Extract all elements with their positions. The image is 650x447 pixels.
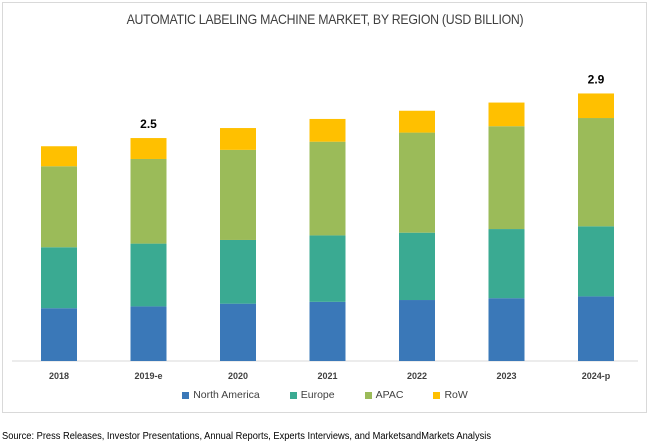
bar-segment-north-america-2022 xyxy=(399,300,435,361)
x-tick-label: 2020 xyxy=(228,371,248,381)
legend-label: Europe xyxy=(300,389,335,401)
bar-segment-north-america-2018 xyxy=(41,308,77,361)
bar-segment-apac-2018 xyxy=(41,166,77,248)
legend-swatch-north-america xyxy=(182,391,190,399)
bar-segment-row-2020 xyxy=(220,128,256,150)
x-tick-label: 2018 xyxy=(49,371,69,381)
bar-segment-north-america-2020 xyxy=(220,303,256,361)
data-label-total: 2.9 xyxy=(588,72,605,86)
bar-segment-europe-2019-e xyxy=(130,243,167,307)
bar-segment-apac-2021 xyxy=(309,141,346,236)
bar-segment-row-2021 xyxy=(309,118,346,142)
x-tick-label: 2021 xyxy=(317,371,337,381)
bar-segment-europe-2023 xyxy=(488,229,525,299)
bar-segment-north-america-2019-e xyxy=(130,306,167,361)
bar-segment-apac-2022 xyxy=(399,132,435,233)
bar-segment-row-2024-p xyxy=(578,93,614,119)
bar-segment-row-2018 xyxy=(41,146,77,167)
bar-segment-apac-2024-p xyxy=(578,118,614,227)
bar-segment-north-america-2023 xyxy=(488,298,525,361)
bar-segment-apac-2023 xyxy=(488,126,525,230)
bar-segment-europe-2018 xyxy=(41,247,77,309)
legend-label: RoW xyxy=(444,389,468,401)
legend-swatch-row xyxy=(433,391,441,399)
legend-item-north-america[interactable]: North America xyxy=(182,389,260,401)
bar-segment-apac-2019-e xyxy=(130,158,167,244)
bar-segment-row-2019-e xyxy=(130,138,167,159)
x-tick-label: 2023 xyxy=(496,371,516,381)
legend-item-row[interactable]: RoW xyxy=(433,389,468,401)
bar-segment-europe-2020 xyxy=(220,239,256,304)
legend-swatch-europe xyxy=(289,391,297,399)
data-label-total: 2.5 xyxy=(140,117,157,131)
source-note: Source: Press Releases, Investor Present… xyxy=(2,431,492,442)
legend-label: North America xyxy=(193,389,260,401)
x-tick-label: 2022 xyxy=(407,371,427,381)
bar-segment-row-2023 xyxy=(488,102,525,127)
x-tick-label: 2024-p xyxy=(582,371,611,381)
bar-segment-north-america-2024-p xyxy=(578,296,614,361)
bar-segment-europe-2022 xyxy=(399,232,435,301)
bar-segment-apac-2020 xyxy=(220,149,256,240)
chart-title: AUTOMATIC LABELING MACHINE MARKET, BY RE… xyxy=(126,11,524,27)
bar-segment-europe-2024-p xyxy=(578,226,614,297)
legend: North America Europe APAC RoW xyxy=(0,389,650,401)
legend-item-apac[interactable]: APAC xyxy=(364,389,404,401)
legend-swatch-apac xyxy=(364,391,372,399)
x-tick-label: 2019-e xyxy=(134,371,162,381)
legend-label: APAC xyxy=(375,389,404,401)
x-tick-labels: 2018 2019-e 2020 2021 2022 2023 2024-p xyxy=(49,371,611,381)
bar-segment-europe-2021 xyxy=(309,235,346,302)
bar-segment-row-2022 xyxy=(399,110,435,133)
annotations: 2.5 2.9 xyxy=(140,72,605,131)
legend-item-europe[interactable]: Europe xyxy=(289,389,335,401)
bar-segment-north-america-2021 xyxy=(309,301,346,361)
bars-group xyxy=(41,93,614,361)
